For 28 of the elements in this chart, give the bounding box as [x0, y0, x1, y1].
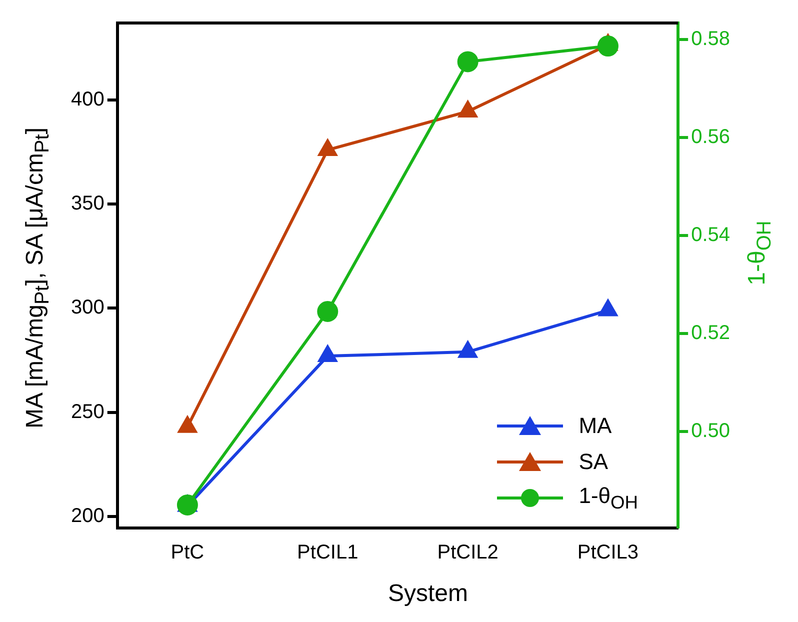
point [318, 139, 337, 156]
legend-label: SA [578, 449, 608, 475]
y-tick-label: 300 [70, 296, 104, 319]
y2-tick-label: 0.58 [691, 28, 730, 50]
point [178, 416, 197, 433]
y2-tick-label: 0.50 [691, 420, 730, 442]
x-tick-label: PtC [170, 542, 204, 564]
point [458, 100, 478, 118]
x-tick-label: PtCIL3 [577, 542, 639, 564]
y2-tick-label: 0.56 [691, 126, 730, 148]
point [318, 346, 337, 362]
point [176, 494, 198, 516]
y2-tick-label: 0.54 [691, 224, 730, 246]
y-tick-label: 400 [70, 88, 104, 111]
point [458, 341, 478, 358]
legend-label: MA [578, 413, 612, 439]
x-tick-label: PtCIL2 [437, 542, 498, 564]
y-tick-label: 200 [70, 504, 104, 527]
y-tick-label: 250 [70, 400, 104, 423]
y-tick-label: 350 [70, 192, 104, 215]
y2-tick-label: 0.52 [691, 322, 730, 344]
x-tick-label: PtCIL1 [297, 542, 358, 564]
point [457, 51, 478, 72]
point [317, 301, 338, 322]
point [597, 36, 618, 57]
point [598, 300, 618, 316]
legend-label: 1-θ$_{OH}$ [578, 482, 638, 514]
x-axis-title: System [386, 580, 469, 608]
